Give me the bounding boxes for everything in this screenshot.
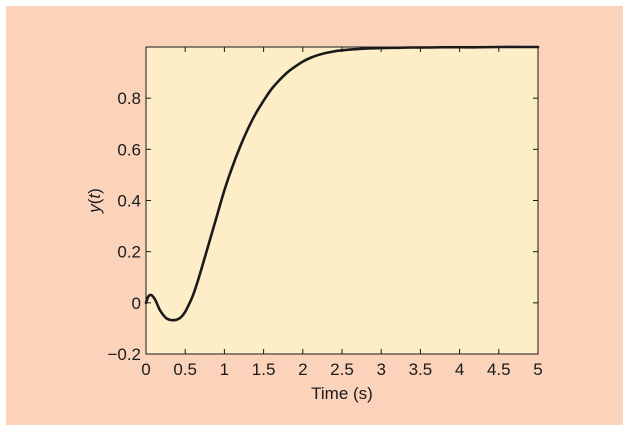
- y-axis-label: y(t): [85, 188, 104, 214]
- x-tick-label: 1.5: [252, 360, 276, 379]
- plot-area: [146, 47, 538, 354]
- y-axis-ticks: [146, 97, 538, 355]
- y-axis-tick-labels: −0.2 0 0.2 0.4 0.6 0.8: [107, 89, 141, 364]
- y-tick-label: 0.8: [117, 89, 141, 108]
- y-axis-label-arg: t: [85, 193, 104, 199]
- step-response-chart: 0 0.5 1 1.5 2 2.5 3 3.5 4 4.5 5 −0.200.20.40.60.8 …: [6, 6, 623, 425]
- y-tick-label: 0.2: [117, 243, 141, 262]
- x-tick-label: 3: [376, 360, 385, 379]
- x-tick-label: 3.5: [409, 360, 433, 379]
- x-tick-label: 5: [533, 360, 542, 379]
- x-tick-label: 4: [455, 360, 464, 379]
- y-tick-label: −0.2: [107, 345, 141, 364]
- y-tick-label: 0: [132, 294, 141, 313]
- x-tick-label: 2.5: [330, 360, 354, 379]
- y-axis-label-var: y: [85, 203, 104, 214]
- figure-background: 0 0.5 1 1.5 2 2.5 3 3.5 4 4.5 5 −0.2 0 0.2 0.4 0.6 0.8 …: [6, 6, 623, 425]
- x-tick-label: 0.5: [173, 360, 197, 379]
- y-tick-label: 0.6: [117, 140, 141, 159]
- x-tick-label: 4.5: [487, 360, 511, 379]
- x-axis-ticks: [145, 47, 539, 354]
- x-tick-label: 2: [298, 360, 307, 379]
- y-axis-label-close: ): [85, 188, 104, 194]
- x-axis-tick-labels: 0 0.5 1 1.5 2 2.5 3 3.5 4 4.5 5: [141, 360, 542, 379]
- y-tick-label: 0.4: [117, 192, 141, 211]
- x-tick-label: 1: [220, 360, 229, 379]
- series-line: [144, 45, 540, 322]
- y-axis-label-open: (: [85, 198, 104, 204]
- x-tick-label: 0: [141, 360, 150, 379]
- x-axis-label: Time (s): [311, 384, 373, 403]
